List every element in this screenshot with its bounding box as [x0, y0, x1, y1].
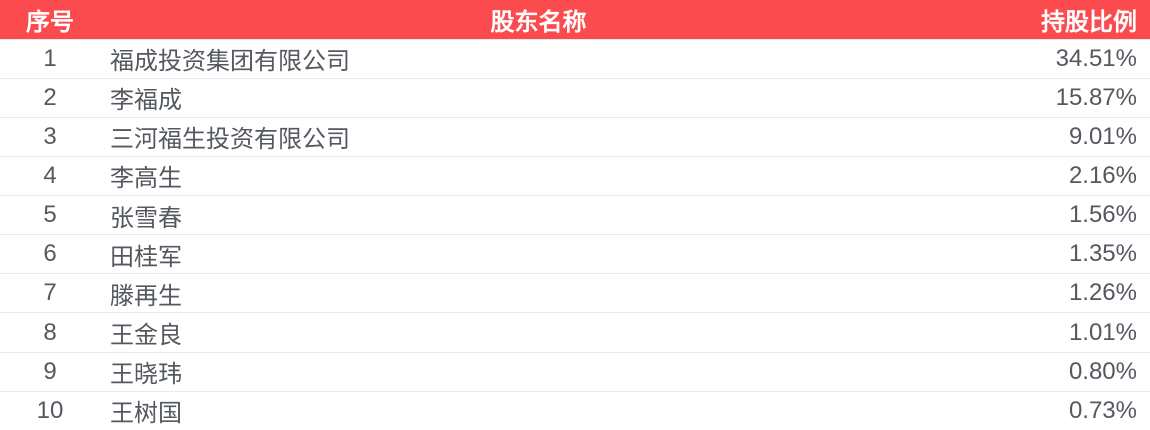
index-cell: 10 [0, 390, 100, 430]
table-header: 序号 股东名称 持股比例 [0, 0, 1150, 39]
shareholder-name-cell: 滕再生 [100, 273, 977, 313]
shareholder-name-cell: 福成投资集团有限公司 [100, 38, 977, 79]
shareholder-name-cell: 王树国 [100, 390, 977, 430]
index-cell: 1 [0, 38, 100, 79]
index-cell: 8 [0, 312, 100, 353]
shareholder-name-cell: 李福成 [100, 77, 977, 118]
table-body: 1 福成投资集团有限公司 34.51% 2 李福成 15.87% 3 三河福生投资有限公司 9.… [0, 38, 1150, 430]
table-row: 5 张雪春 1.56% [0, 195, 1150, 235]
shareholder-name-cell: 田桂军 [100, 234, 977, 274]
index-cell: 5 [0, 195, 100, 235]
shareholder-name-cell: 王金良 [100, 312, 977, 353]
ratio-cell: 0.80% [977, 351, 1150, 392]
ratio-cell: 0.73% [977, 390, 1150, 430]
ratio-cell: 2.16% [977, 155, 1150, 196]
ratio-cell: 1.26% [977, 273, 1150, 313]
shareholder-name-cell: 李高生 [100, 155, 977, 196]
table-row: 10 王树国 0.73% [0, 390, 1150, 430]
index-cell: 6 [0, 234, 100, 274]
ratio-cell: 15.87% [977, 77, 1150, 118]
index-cell: 7 [0, 273, 100, 313]
ratio-cell: 1.35% [977, 234, 1150, 274]
column-header-index: 序号 [26, 8, 74, 36]
index-cell: 3 [0, 116, 100, 157]
ratio-cell: 1.56% [977, 195, 1150, 235]
index-cell: 2 [0, 77, 100, 118]
table-row: 6 田桂军 1.35% [0, 234, 1150, 274]
index-cell: 9 [0, 351, 100, 392]
shareholder-name-cell: 张雪春 [100, 195, 977, 235]
shareholder-name-cell: 三河福生投资有限公司 [100, 116, 977, 157]
table-row: 9 王晓玮 0.80% [0, 351, 1150, 392]
ratio-cell: 1.01% [977, 312, 1150, 353]
table-row: 3 三河福生投资有限公司 9.01% [0, 116, 1150, 157]
table-row: 7 滕再生 1.26% [0, 273, 1150, 313]
ratio-cell: 9.01% [977, 116, 1150, 157]
table-row: 8 王金良 1.01% [0, 312, 1150, 353]
ratio-cell: 34.51% [977, 38, 1150, 79]
column-header-shareholding-ratio: 持股比例 [1041, 8, 1137, 36]
table-row: 4 李高生 2.16% [0, 155, 1150, 196]
table-row: 1 福成投资集团有限公司 34.51% [0, 38, 1150, 79]
column-header-shareholder-name: 股东名称 [490, 8, 587, 36]
shareholder-name-cell: 王晓玮 [100, 351, 977, 392]
table-header-row: 序号 股东名称 持股比例 [0, 0, 1150, 39]
index-cell: 4 [0, 155, 100, 196]
table-row: 2 李福成 15.87% [0, 77, 1150, 118]
